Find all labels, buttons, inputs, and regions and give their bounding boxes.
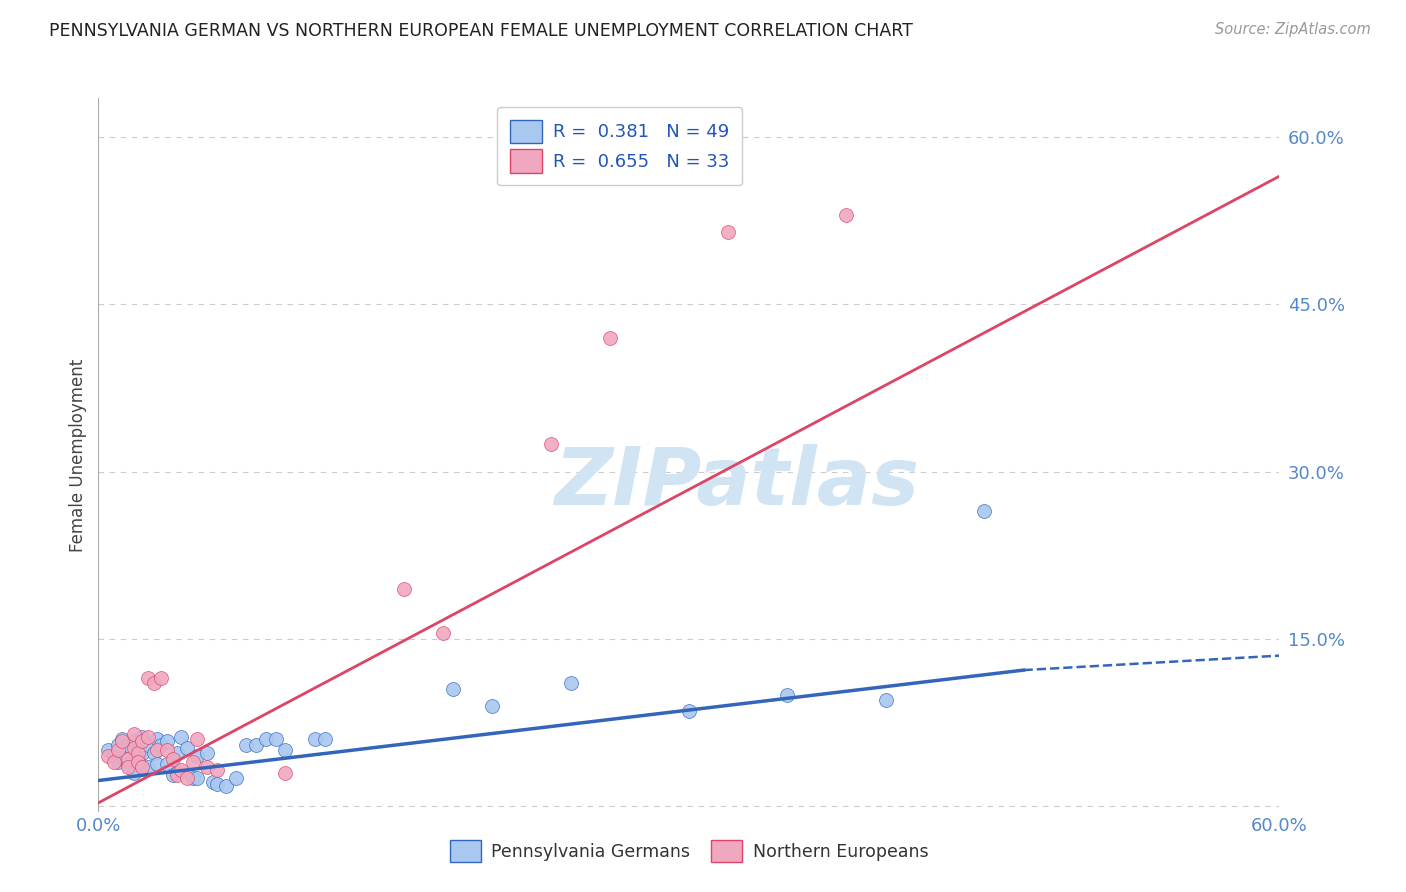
Point [245, 738, 267, 752]
Point [181, 771, 204, 786]
Point [195, 760, 218, 774]
Point [166, 768, 188, 782]
Point [107, 738, 129, 752]
Point [560, 676, 582, 690]
Point [111, 734, 134, 748]
Point [481, 698, 503, 713]
Point [274, 765, 297, 780]
Point [186, 771, 208, 786]
Point [103, 749, 125, 764]
Point [235, 738, 257, 752]
Point [170, 764, 193, 778]
Point [973, 503, 995, 517]
Point [186, 749, 208, 764]
Point [599, 331, 621, 345]
Point [122, 734, 145, 748]
Point [156, 734, 179, 748]
Point [162, 752, 184, 766]
Point [176, 771, 198, 786]
Point [146, 732, 169, 747]
Point [205, 777, 228, 791]
Point [136, 671, 159, 685]
Point [225, 771, 247, 786]
Point [166, 765, 188, 780]
Point [392, 582, 415, 596]
Point [146, 756, 169, 771]
Point [142, 746, 165, 760]
Point [678, 705, 700, 719]
Point [441, 681, 464, 696]
Point [97, 743, 120, 757]
Point [117, 752, 139, 766]
Point [150, 671, 173, 685]
Point [776, 688, 799, 702]
Point [264, 732, 287, 747]
Point [156, 756, 179, 771]
Y-axis label: Female Unemployment: Female Unemployment [69, 359, 87, 551]
Point [201, 774, 224, 789]
Point [170, 730, 193, 744]
Point [122, 741, 145, 756]
Point [717, 225, 740, 239]
Point [97, 749, 120, 764]
Point [127, 755, 149, 769]
Point [432, 626, 454, 640]
Point [131, 730, 153, 744]
Point [215, 779, 238, 793]
Point [103, 755, 125, 769]
Point [176, 741, 198, 756]
Point [111, 732, 134, 747]
Legend: Pennsylvania Germans, Northern Europeans: Pennsylvania Germans, Northern Europeans [441, 831, 936, 871]
Point [254, 732, 277, 747]
Point [117, 738, 139, 752]
Point [112, 752, 135, 766]
Point [166, 746, 188, 760]
Point [205, 764, 228, 778]
Point [127, 752, 149, 766]
Point [127, 746, 149, 760]
Point [156, 743, 179, 757]
Point [835, 208, 858, 222]
Point [136, 760, 159, 774]
Point [150, 738, 173, 752]
Point [274, 743, 297, 757]
Point [117, 756, 139, 771]
Point [131, 760, 153, 774]
Point [186, 732, 208, 747]
Point [142, 676, 165, 690]
Point [122, 726, 145, 740]
Point [304, 732, 326, 747]
Point [107, 743, 129, 757]
Point [136, 738, 159, 752]
Point [136, 730, 159, 744]
Point [875, 693, 897, 707]
Point [162, 768, 184, 782]
Point [314, 732, 336, 747]
Point [131, 734, 153, 748]
Point [195, 746, 218, 760]
Text: Source: ZipAtlas.com: Source: ZipAtlas.com [1215, 22, 1371, 37]
Point [181, 755, 204, 769]
Point [146, 743, 169, 757]
Point [117, 760, 139, 774]
Point [127, 743, 149, 757]
Point [122, 765, 145, 780]
Text: ZIPatlas: ZIPatlas [554, 444, 918, 523]
Point [540, 436, 562, 450]
Text: PENNSYLVANIA GERMAN VS NORTHERN EUROPEAN FEMALE UNEMPLOYMENT CORRELATION CHART: PENNSYLVANIA GERMAN VS NORTHERN EUROPEAN… [49, 22, 912, 40]
Point [131, 746, 153, 760]
Point [107, 755, 129, 769]
